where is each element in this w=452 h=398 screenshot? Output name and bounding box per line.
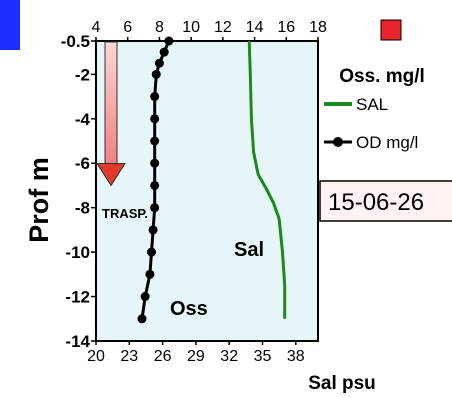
- x-top-tick-label: 8: [155, 19, 164, 36]
- od-data-point: [159, 47, 169, 57]
- y-tick-label: -4: [75, 110, 91, 129]
- trasp-label: TRASP.: [102, 206, 148, 221]
- y-tick-label: -6: [75, 154, 90, 173]
- x-bottom-tick-label: 38: [287, 348, 305, 365]
- legend-od-label: OD mg/l: [356, 133, 418, 152]
- sal-series-line: [247, 40, 287, 319]
- axis-ticks-layer: [91, 37, 319, 345]
- indicator-square: [380, 19, 402, 41]
- label-layer: -0.5 -2 -4 -6 -8 -10 -12 -14 4 6 8 10 12 14 16 18 20 23 26…: [61, 19, 327, 365]
- x-bottom-tick-label: 26: [154, 348, 172, 365]
- od-data-point: [150, 114, 160, 124]
- od-data-point: [145, 269, 155, 279]
- legend: SAL OD mg/l: [324, 95, 418, 152]
- oss-curve-label: Oss: [170, 298, 208, 320]
- x-bottom-tick-label: 23: [120, 348, 138, 365]
- x-top-tick-label: 6: [123, 19, 132, 36]
- x-top-tick-label: 4: [92, 19, 101, 36]
- od-data-point: [150, 136, 160, 146]
- x-axis-bottom-title: Sal psu: [308, 373, 376, 394]
- y-tick-label: -12: [65, 288, 90, 307]
- od-data-point: [150, 158, 160, 168]
- series-layer: [137, 36, 287, 324]
- trasp-arrow-head: [96, 162, 126, 187]
- x-top-tick-label: 16: [277, 19, 295, 36]
- trasp-arrow-shaft: [104, 41, 118, 165]
- x-top-tick-label: 12: [214, 19, 232, 36]
- x-top-tick-label: 10: [182, 19, 200, 36]
- legend-sal-label: SAL: [356, 95, 388, 114]
- x-bottom-tick-label: 29: [187, 348, 205, 365]
- x-top-tick-label: 14: [246, 19, 264, 36]
- y-tick-label: -2: [75, 65, 90, 84]
- x-top-tick-label: 18: [309, 19, 327, 36]
- x-axis-top-title: Oss. mg/l: [339, 66, 425, 87]
- od-data-point: [137, 314, 147, 324]
- x-bottom-tick-label: 35: [254, 348, 272, 365]
- x-bottom-tick-label: 32: [220, 348, 238, 365]
- y-axis-title: Prof m: [24, 157, 54, 243]
- od-data-point: [164, 36, 174, 46]
- date-label: 15-06-26: [328, 189, 424, 216]
- plot-area: [95, 40, 319, 342]
- y-tick-label: -0.5: [61, 32, 90, 51]
- y-tick-label: -14: [65, 332, 90, 351]
- date-box: [319, 180, 452, 222]
- sal-curve-label: Sal: [234, 239, 264, 261]
- corner-bar: [0, 0, 20, 50]
- od-data-point: [140, 292, 150, 302]
- x-bottom-tick-label: 20: [87, 348, 105, 365]
- od-data-point: [151, 69, 161, 79]
- od-data-point: [150, 92, 160, 102]
- od-data-point: [150, 180, 160, 190]
- legend-od-marker: [333, 137, 343, 147]
- y-tick-label: -10: [65, 243, 90, 262]
- od-data-point: [148, 225, 158, 235]
- y-tick-label: -8: [75, 199, 90, 218]
- od-data-point: [147, 247, 156, 257]
- od-data-point: [150, 203, 160, 213]
- transparency-arrow: [96, 41, 126, 187]
- od-data-point: [154, 58, 164, 68]
